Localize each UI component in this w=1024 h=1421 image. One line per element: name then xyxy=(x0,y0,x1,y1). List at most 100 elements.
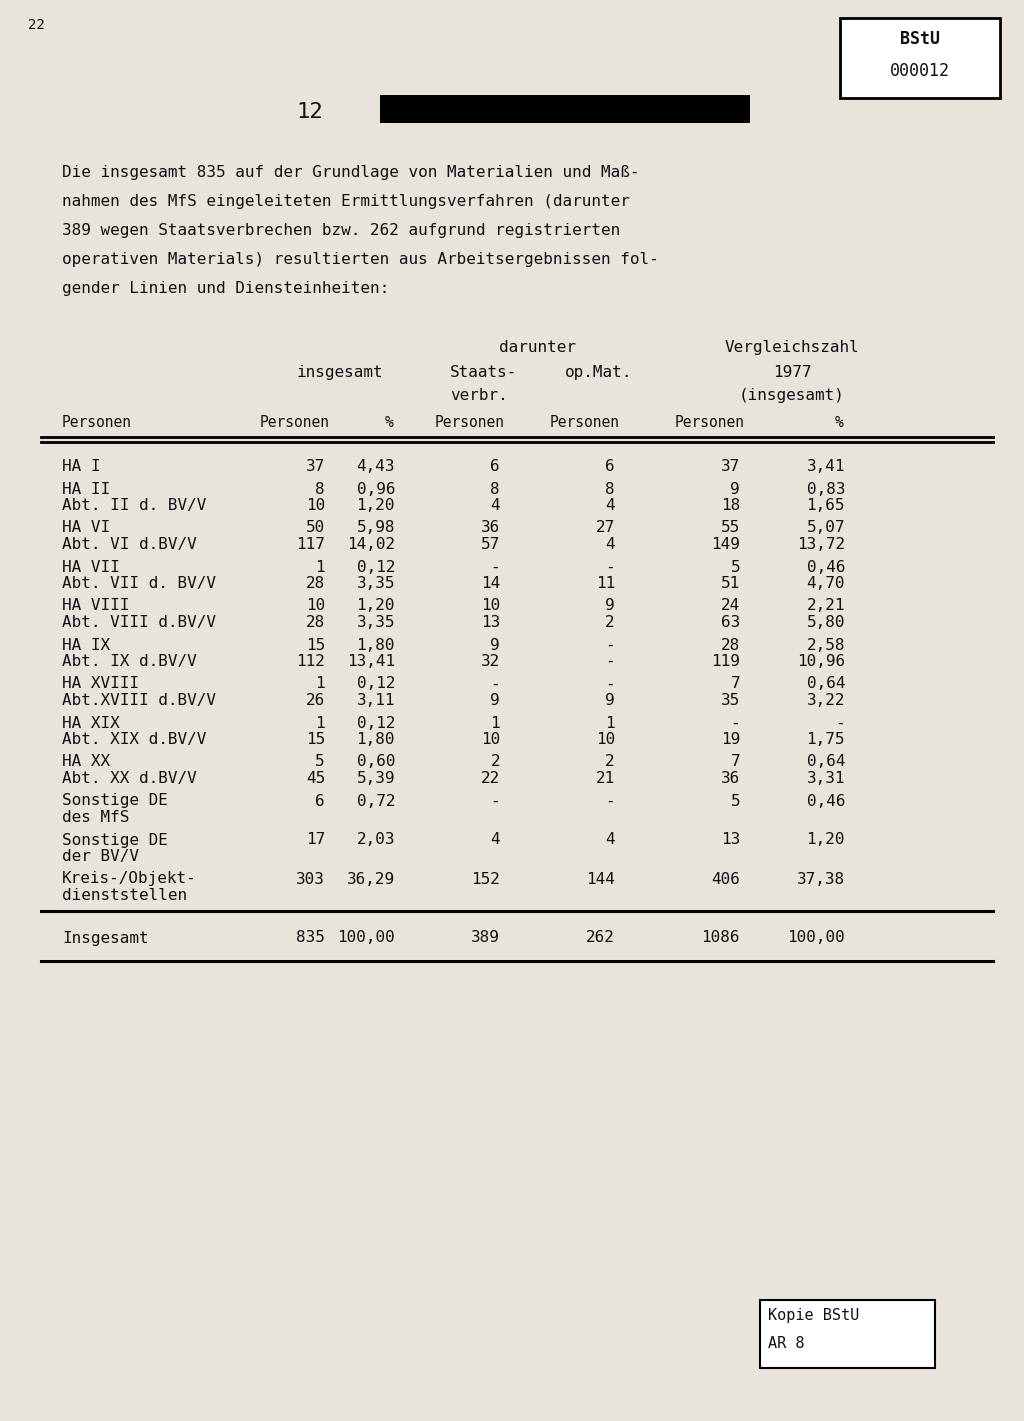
Text: Staats-: Staats- xyxy=(450,365,517,379)
Text: Kopie BStU: Kopie BStU xyxy=(768,1307,859,1323)
Text: 1977: 1977 xyxy=(773,365,811,379)
Text: 7: 7 xyxy=(730,755,740,770)
Text: darunter: darunter xyxy=(499,340,575,355)
Text: 0,72: 0,72 xyxy=(356,793,395,809)
Text: 2,03: 2,03 xyxy=(356,833,395,847)
Text: 3,35: 3,35 xyxy=(356,615,395,630)
Text: 100,00: 100,00 xyxy=(787,931,845,945)
Text: HA VI: HA VI xyxy=(62,520,111,536)
Text: dienststellen: dienststellen xyxy=(62,888,187,902)
Text: 12: 12 xyxy=(297,102,324,122)
Text: 10: 10 xyxy=(480,732,500,747)
Text: 000012: 000012 xyxy=(890,63,950,80)
Text: 9: 9 xyxy=(605,598,615,614)
Text: Abt. VIII d.BV/V: Abt. VIII d.BV/V xyxy=(62,615,216,630)
Text: 10: 10 xyxy=(306,497,325,513)
Text: 1: 1 xyxy=(315,560,325,574)
Text: 3,35: 3,35 xyxy=(356,576,395,591)
Text: 112: 112 xyxy=(296,654,325,669)
Text: 9: 9 xyxy=(490,638,500,652)
Text: Abt. IX d.BV/V: Abt. IX d.BV/V xyxy=(62,654,197,669)
Text: 13: 13 xyxy=(480,615,500,630)
Text: HA VII: HA VII xyxy=(62,560,120,574)
Text: 8: 8 xyxy=(315,482,325,496)
Text: -: - xyxy=(605,676,615,692)
Text: 4: 4 xyxy=(490,497,500,513)
Text: 13: 13 xyxy=(721,833,740,847)
Text: 10,96: 10,96 xyxy=(797,654,845,669)
Text: Die insgesamt 835 auf der Grundlage von Materialien und Maß-: Die insgesamt 835 auf der Grundlage von … xyxy=(62,165,640,180)
Text: 5,98: 5,98 xyxy=(356,520,395,536)
Text: Vergleichszahl: Vergleichszahl xyxy=(725,340,859,355)
Text: op.Mat.: op.Mat. xyxy=(565,365,633,379)
Text: Abt. XX d.BV/V: Abt. XX d.BV/V xyxy=(62,772,197,786)
Text: 2: 2 xyxy=(605,755,615,770)
Text: -: - xyxy=(490,793,500,809)
Text: 6: 6 xyxy=(490,459,500,475)
Text: 2,58: 2,58 xyxy=(807,638,845,652)
Text: 24: 24 xyxy=(721,598,740,614)
Text: 262: 262 xyxy=(586,931,615,945)
Text: Personen: Personen xyxy=(435,415,505,431)
Text: 13,72: 13,72 xyxy=(797,537,845,551)
Text: 14: 14 xyxy=(480,576,500,591)
Text: Kreis-/Objekt-: Kreis-/Objekt- xyxy=(62,871,197,887)
Text: Personen: Personen xyxy=(62,415,132,431)
Bar xyxy=(760,1300,935,1368)
Text: 3,31: 3,31 xyxy=(807,772,845,786)
Text: 5: 5 xyxy=(730,560,740,574)
Text: HA XIX: HA XIX xyxy=(62,716,120,730)
Text: Personen: Personen xyxy=(675,415,745,431)
Text: 3,22: 3,22 xyxy=(807,693,845,708)
Text: 4,70: 4,70 xyxy=(807,576,845,591)
Text: 9: 9 xyxy=(730,482,740,496)
Text: 2: 2 xyxy=(490,755,500,770)
Text: 18: 18 xyxy=(721,497,740,513)
Text: -: - xyxy=(605,638,615,652)
Text: 8: 8 xyxy=(605,482,615,496)
Text: 0,96: 0,96 xyxy=(356,482,395,496)
Text: nahmen des MfS eingeleiteten Ermittlungsverfahren (darunter: nahmen des MfS eingeleiteten Ermittlungs… xyxy=(62,195,630,209)
Text: 35: 35 xyxy=(721,693,740,708)
Text: 2: 2 xyxy=(605,615,615,630)
Text: 1: 1 xyxy=(490,716,500,730)
Text: (insgesamt): (insgesamt) xyxy=(739,388,845,404)
Text: 17: 17 xyxy=(306,833,325,847)
Text: 100,00: 100,00 xyxy=(337,931,395,945)
Text: 1086: 1086 xyxy=(701,931,740,945)
Text: 10: 10 xyxy=(306,598,325,614)
Text: 1,80: 1,80 xyxy=(356,638,395,652)
Text: 144: 144 xyxy=(586,871,615,887)
Text: 26: 26 xyxy=(306,693,325,708)
Text: HA VIII: HA VIII xyxy=(62,598,129,614)
Text: 32: 32 xyxy=(480,654,500,669)
Text: 27: 27 xyxy=(596,520,615,536)
Text: -: - xyxy=(605,654,615,669)
Text: HA II: HA II xyxy=(62,482,111,496)
Text: 28: 28 xyxy=(306,615,325,630)
Text: 28: 28 xyxy=(306,576,325,591)
Text: des MfS: des MfS xyxy=(62,810,129,826)
Text: BStU: BStU xyxy=(900,30,940,48)
Text: 10: 10 xyxy=(596,732,615,747)
Text: 0,60: 0,60 xyxy=(356,755,395,770)
Text: 389: 389 xyxy=(471,931,500,945)
Text: 55: 55 xyxy=(721,520,740,536)
Text: Abt. VI d.BV/V: Abt. VI d.BV/V xyxy=(62,537,197,551)
Text: 5,80: 5,80 xyxy=(807,615,845,630)
Text: 152: 152 xyxy=(471,871,500,887)
Text: HA XX: HA XX xyxy=(62,755,111,770)
Text: 1,20: 1,20 xyxy=(356,598,395,614)
Text: 1: 1 xyxy=(605,716,615,730)
Text: verbr.: verbr. xyxy=(450,388,508,404)
Text: 1,75: 1,75 xyxy=(807,732,845,747)
Text: 3,41: 3,41 xyxy=(807,459,845,475)
Text: 9: 9 xyxy=(605,693,615,708)
Text: 21: 21 xyxy=(596,772,615,786)
Text: gender Linien und Diensteinheiten:: gender Linien und Diensteinheiten: xyxy=(62,281,389,296)
Text: 22: 22 xyxy=(28,18,45,33)
Text: 4: 4 xyxy=(605,497,615,513)
Text: 2,21: 2,21 xyxy=(807,598,845,614)
Text: 37,38: 37,38 xyxy=(797,871,845,887)
Text: 1,20: 1,20 xyxy=(356,497,395,513)
